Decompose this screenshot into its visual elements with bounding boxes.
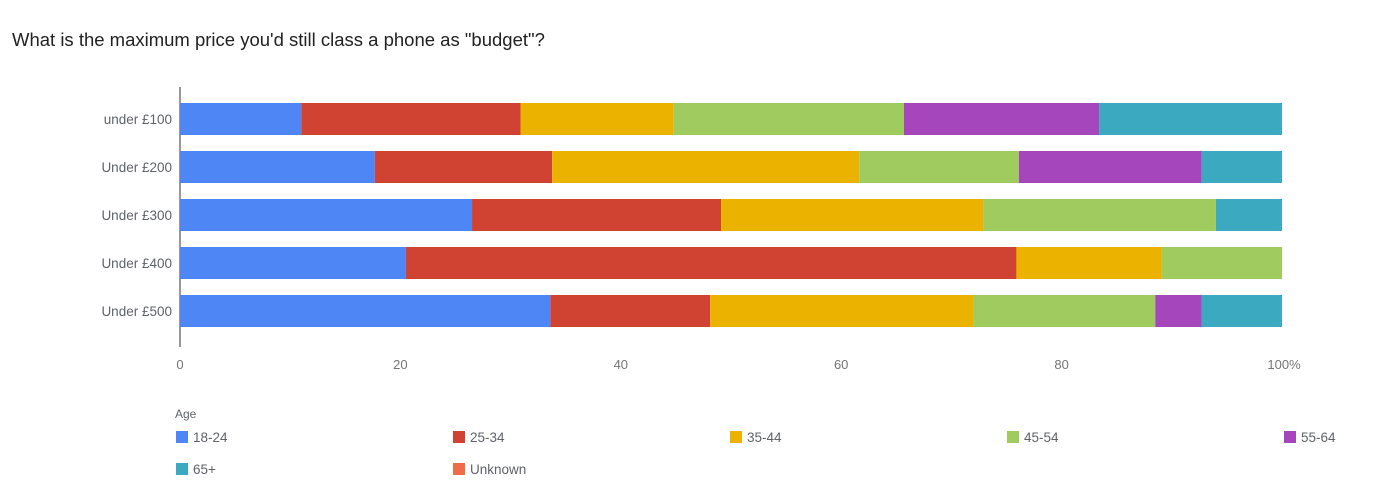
legend-label-35-44: 35-44 (747, 430, 782, 445)
legend-label-18-24: 18-24 (193, 430, 228, 445)
legend-item-unknown[interactable]: Unknown (453, 462, 526, 477)
bar-under-200-18-24[interactable] (180, 151, 375, 183)
category-label-under-400: Under £400 (101, 256, 172, 271)
bar-under-200-35-44[interactable] (552, 151, 860, 183)
bar-under-400-35-44[interactable] (1016, 247, 1162, 279)
chart-title: What is the maximum price you'd still cl… (12, 29, 545, 50)
category-label-under-300: Under £300 (101, 208, 172, 223)
bar-under-400-18-24[interactable] (180, 247, 406, 279)
bar-under-300-35-44[interactable] (721, 199, 984, 231)
legend-swatch-65 (176, 463, 188, 475)
x-tick-label-80: 80 (1054, 357, 1068, 372)
bar-under-500-55-64[interactable] (1155, 295, 1202, 327)
bar-under-100-35-44[interactable] (520, 103, 674, 135)
category-label-under-200: Under £200 (101, 160, 172, 175)
legend-swatch-25-34 (453, 431, 465, 443)
bar-under-500-25-34[interactable] (550, 295, 711, 327)
x-tick-label-20: 20 (393, 357, 407, 372)
bar-under-300-45-54[interactable] (983, 199, 1216, 231)
bar-under-500-35-44[interactable] (710, 295, 974, 327)
bar-under-200-45-54[interactable] (859, 151, 1019, 183)
category-label-under-500: Under £500 (101, 304, 172, 319)
legend-swatch-18-24 (176, 431, 188, 443)
bar-under-100-65[interactable] (1099, 103, 1282, 135)
bar-under-100-25-34[interactable] (301, 103, 521, 135)
legend-swatch-unknown (453, 463, 465, 475)
bar-under-100-45-54[interactable] (673, 103, 905, 135)
bar-under-100-55-64[interactable] (904, 103, 1100, 135)
bar-under-400-25-34[interactable] (405, 247, 1017, 279)
legend-item-18-24[interactable]: 18-24 (176, 430, 228, 445)
bar-under-300-65[interactable] (1215, 199, 1282, 231)
legend-swatch-55-64 (1284, 431, 1296, 443)
legend-label-45-54: 45-54 (1024, 430, 1059, 445)
legend-items: 18-24 25-34 35-44 45-54 55-64 65+ Unknown (176, 430, 1336, 477)
bar-under-500-65[interactable] (1201, 295, 1282, 327)
x-tick-label-100: 100% (1267, 357, 1301, 372)
bar-under-200-55-64[interactable] (1018, 151, 1202, 183)
x-tick-label-40: 40 (614, 357, 628, 372)
bar-under-500-18-24[interactable] (180, 295, 551, 327)
bar-under-500-45-54[interactable] (973, 295, 1156, 327)
legend-label-25-34: 25-34 (470, 430, 505, 445)
legend-label-55-64: 55-64 (1301, 430, 1336, 445)
legend-item-65[interactable]: 65+ (176, 462, 216, 477)
bar-under-300-25-34[interactable] (472, 199, 722, 231)
category-label-under-100: under £100 (104, 112, 172, 127)
legend-item-55-64[interactable]: 55-64 (1284, 430, 1336, 445)
legend-title: Age (175, 407, 197, 421)
legend-swatch-45-54 (1007, 431, 1019, 443)
category-labels: under £100 Under £200 Under £300 Under £400… (101, 112, 172, 319)
plot-area: under £100 Under £200 Under £300 Under £400… (101, 87, 1301, 372)
legend-item-35-44[interactable]: 35-44 (730, 430, 782, 445)
bar-under-200-65[interactable] (1201, 151, 1282, 183)
legend-label-unknown: Unknown (470, 462, 526, 477)
x-axis-ticks: 0 20 40 60 80 100% (176, 357, 1301, 372)
legend-swatch-35-44 (730, 431, 742, 443)
bar-under-100-18-24[interactable] (180, 103, 302, 135)
bars (180, 103, 1282, 327)
x-tick-label-0: 0 (176, 357, 183, 372)
bar-under-400-45-54[interactable] (1161, 247, 1282, 279)
legend-label-65: 65+ (193, 462, 216, 477)
bar-under-300-18-24[interactable] (180, 199, 473, 231)
legend-item-25-34[interactable]: 25-34 (453, 430, 505, 445)
x-tick-label-60: 60 (834, 357, 848, 372)
legend: Age 18-24 25-34 35-44 45-54 55-64 65+ Unknown (175, 407, 1336, 477)
bar-under-200-25-34[interactable] (374, 151, 553, 183)
legend-item-45-54[interactable]: 45-54 (1007, 430, 1059, 445)
